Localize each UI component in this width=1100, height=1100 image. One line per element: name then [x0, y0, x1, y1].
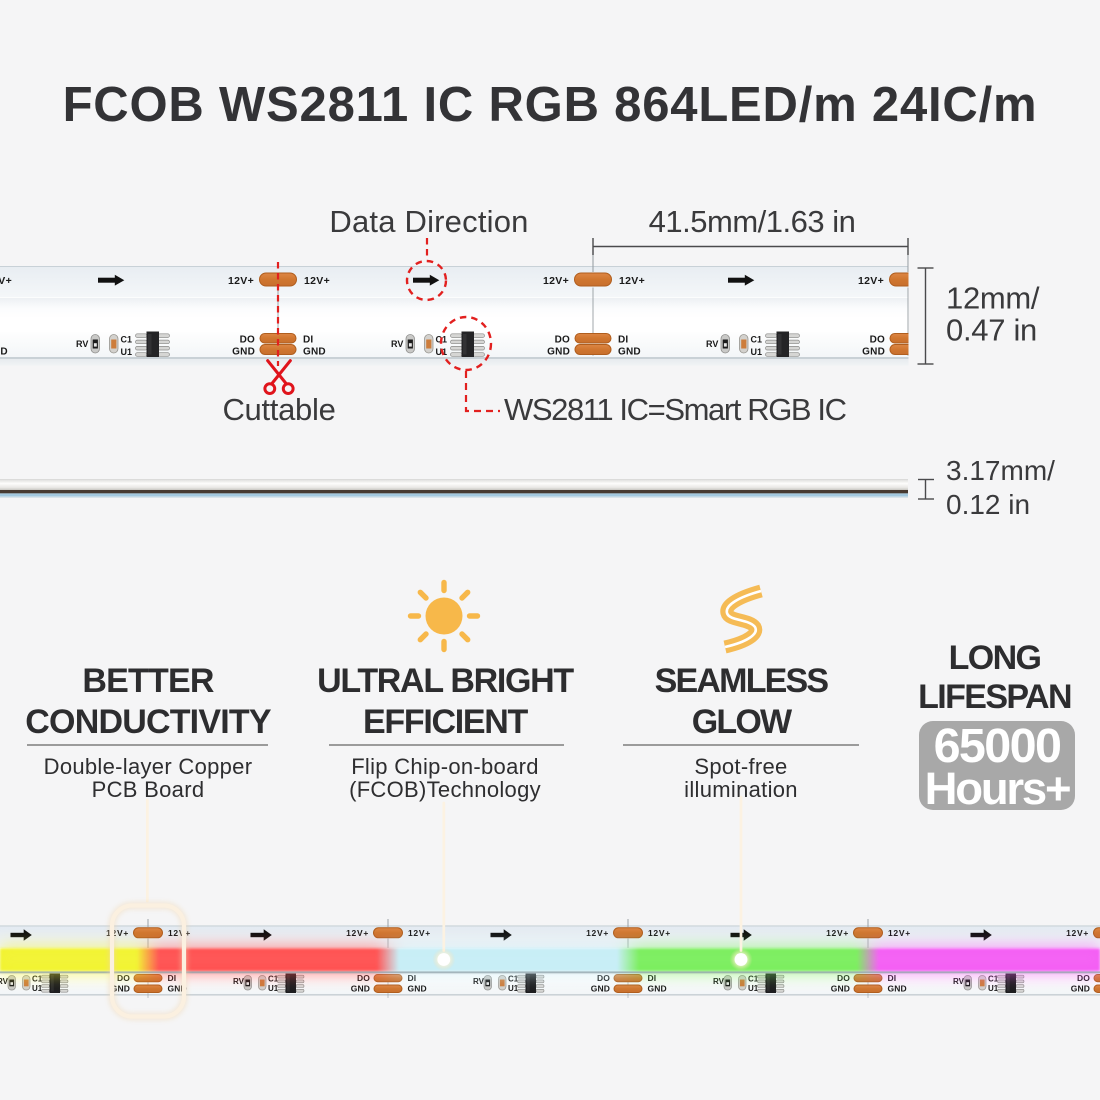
svg-text:GND: GND	[591, 984, 610, 994]
svg-text:Data Direction: Data Direction	[329, 204, 528, 239]
svg-text:DO: DO	[837, 973, 850, 983]
svg-text:DO: DO	[357, 973, 370, 983]
svg-text:RV: RV	[233, 977, 245, 986]
svg-text:GND: GND	[648, 984, 667, 994]
svg-text:C1: C1	[121, 335, 133, 345]
svg-text:12V+: 12V+	[1066, 928, 1089, 938]
svg-text:U1: U1	[268, 984, 279, 993]
svg-text:GND: GND	[168, 984, 187, 994]
svg-text:RV: RV	[713, 977, 725, 986]
svg-text:DI: DI	[168, 973, 177, 983]
svg-text:12V+: 12V+	[543, 275, 569, 287]
svg-text:DO: DO	[555, 335, 570, 346]
svg-text:DI: DI	[408, 973, 417, 983]
svg-text:DO: DO	[870, 335, 885, 346]
svg-text:12V+: 12V+	[619, 275, 645, 287]
svg-text:Cuttable: Cuttable	[222, 392, 335, 427]
svg-text:RV: RV	[0, 977, 9, 986]
svg-text:C1: C1	[748, 975, 759, 984]
svg-text:41.5mm/1.63 in: 41.5mm/1.63 in	[649, 204, 856, 239]
svg-text:GND: GND	[933, 347, 956, 358]
svg-text:GND: GND	[232, 347, 255, 358]
svg-text:GND: GND	[1071, 984, 1090, 994]
svg-text:C1: C1	[988, 975, 999, 984]
svg-text:U1: U1	[121, 347, 133, 357]
svg-text:GND: GND	[111, 984, 130, 994]
svg-text:12V+: 12V+	[408, 928, 431, 938]
svg-text:GND: GND	[408, 984, 427, 994]
svg-text:DO: DO	[117, 973, 130, 983]
svg-text:GND: GND	[351, 984, 370, 994]
svg-text:GND: GND	[303, 347, 326, 358]
svg-text:12V+: 12V+	[106, 928, 129, 938]
svg-text:12V+: 12V+	[346, 928, 369, 938]
svg-text:DI: DI	[888, 973, 897, 983]
svg-text:U1: U1	[748, 984, 759, 993]
svg-text:GND: GND	[862, 347, 885, 358]
svg-text:12V+: 12V+	[586, 928, 609, 938]
svg-text:0.47 in: 0.47 in	[946, 313, 1037, 348]
svg-text:RV: RV	[953, 977, 965, 986]
svg-text:12V+: 12V+	[0, 275, 12, 287]
svg-text:GND: GND	[547, 347, 570, 358]
svg-text:12V+: 12V+	[888, 928, 911, 938]
svg-text:GND: GND	[831, 984, 850, 994]
svg-text:3.17mm/: 3.17mm/	[946, 455, 1055, 486]
svg-text:WS2811 IC=Smart RGB IC: WS2811 IC=Smart RGB IC	[504, 392, 847, 427]
svg-text:U1: U1	[751, 347, 763, 357]
svg-text:DO: DO	[240, 335, 255, 346]
svg-text:DO: DO	[597, 973, 610, 983]
svg-text:RV: RV	[76, 339, 88, 349]
svg-text:DO: DO	[1077, 973, 1090, 983]
svg-text:GND: GND	[618, 347, 641, 358]
svg-text:12mm/: 12mm/	[946, 281, 1040, 316]
svg-text:C1: C1	[32, 975, 43, 984]
svg-text:U1: U1	[32, 984, 43, 993]
svg-text:U1: U1	[988, 984, 999, 993]
svg-text:U1: U1	[508, 984, 519, 993]
svg-text:12V+: 12V+	[648, 928, 671, 938]
svg-text:DI: DI	[618, 335, 628, 346]
svg-text:GND: GND	[0, 347, 8, 358]
svg-text:12V+: 12V+	[304, 275, 330, 287]
svg-text:C1: C1	[751, 335, 763, 345]
svg-text:12V+: 12V+	[168, 928, 191, 938]
svg-text:DI: DI	[933, 335, 943, 346]
svg-text:0.12 in: 0.12 in	[946, 489, 1030, 520]
svg-text:RV: RV	[706, 339, 718, 349]
svg-text:12V+: 12V+	[228, 275, 254, 287]
svg-text:12V+: 12V+	[858, 275, 884, 287]
svg-text:DI: DI	[648, 973, 657, 983]
svg-text:RV: RV	[391, 339, 403, 349]
svg-text:RV: RV	[473, 977, 485, 986]
svg-text:GND: GND	[888, 984, 907, 994]
svg-text:C1: C1	[268, 975, 279, 984]
svg-text:C1: C1	[508, 975, 519, 984]
svg-text:12V+: 12V+	[826, 928, 849, 938]
svg-text:DI: DI	[303, 335, 313, 346]
